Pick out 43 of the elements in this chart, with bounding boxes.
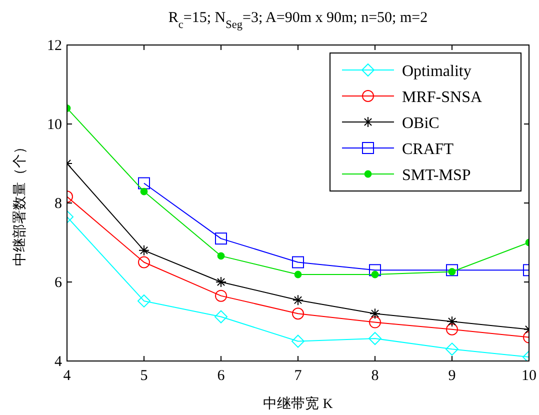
- legend-label: SMT-MSP: [402, 167, 471, 184]
- point: [292, 334, 304, 348]
- y-axis-title: 中继部署数量（个）: [12, 140, 28, 266]
- legend-label: OBiC: [402, 115, 440, 132]
- y-tick-label: 6: [54, 275, 62, 291]
- point: [215, 290, 227, 302]
- x-tick-label: 7: [294, 368, 302, 384]
- point: [446, 342, 458, 356]
- point: [292, 308, 304, 320]
- y-tick-label: 8: [54, 196, 62, 212]
- point: [140, 188, 148, 196]
- x-tick-label: 6: [217, 368, 226, 384]
- legend-label: MRF-SNSA: [402, 89, 482, 106]
- x-tick-label: 5: [140, 368, 148, 384]
- point: [292, 294, 304, 306]
- point: [215, 232, 227, 245]
- point: [138, 244, 150, 256]
- point: [138, 177, 150, 190]
- y-tick-label: 4: [54, 354, 62, 370]
- x-tick-label: 10: [522, 368, 536, 384]
- legend-label: CRAFT: [402, 141, 454, 158]
- point: [371, 270, 379, 278]
- legend-label: Optimality: [402, 63, 472, 80]
- point: [369, 316, 381, 328]
- point: [369, 264, 381, 276]
- point: [214, 310, 228, 324]
- point: [292, 256, 304, 268]
- x-tick-label: 9: [448, 368, 456, 384]
- chart-title: R$_{c}$=15; N$_{Seg}$=3; A=90m x 90m; n=50; m=2: [168, 10, 428, 31]
- x-tick-label: 8: [371, 368, 379, 384]
- point: [446, 264, 458, 276]
- point: [216, 276, 226, 288]
- point: [138, 256, 150, 268]
- point: [138, 294, 150, 308]
- y-tick-label: 10: [47, 117, 62, 133]
- point: [217, 252, 225, 260]
- point: [446, 316, 458, 327]
- point: [368, 332, 382, 345]
- y-tick-label: 12: [47, 38, 62, 54]
- point: [294, 270, 302, 278]
- x-axis-title: 中继带宽 K: [263, 396, 333, 412]
- point: [370, 308, 380, 320]
- point: [446, 323, 458, 336]
